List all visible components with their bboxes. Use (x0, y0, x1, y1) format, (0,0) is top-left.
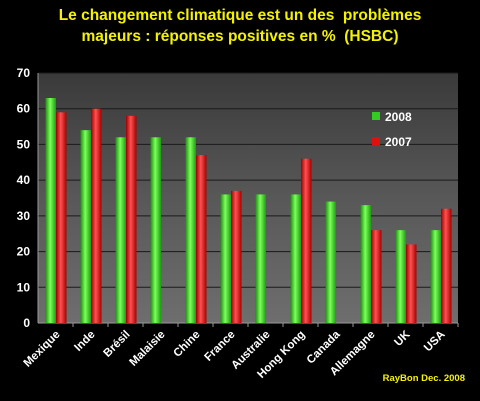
bar-2008 (325, 201, 336, 323)
x-tick-label: UK (392, 328, 413, 349)
y-tick-label: 50 (17, 137, 31, 151)
x-tick-label: USA (422, 329, 448, 355)
plot-area (38, 73, 458, 323)
y-tick-label: 30 (17, 209, 31, 223)
x-tick-label: Malaisie (127, 329, 167, 369)
bar-2007 (91, 108, 102, 323)
y-tick-label: 60 (17, 102, 31, 116)
legend-label-2008: 2008 (385, 110, 412, 124)
bar-2008 (115, 137, 126, 323)
x-tick-label: Inde (72, 329, 97, 354)
x-tick-label: France (202, 329, 237, 364)
y-tick-label: 10 (17, 280, 31, 294)
bar-2007 (56, 112, 67, 324)
chart-subtitle: majeurs : réponses positives en % (HSBC) (81, 28, 399, 45)
legend-swatch-2008 (372, 112, 380, 120)
x-tick-label: Mexique (22, 329, 63, 370)
bar-2007 (406, 244, 417, 323)
y-tick-label: 70 (17, 66, 31, 80)
y-tick-label: 20 (17, 245, 31, 259)
bar-2008 (185, 137, 196, 323)
bar-2007 (371, 230, 382, 323)
bar-2008 (360, 205, 371, 323)
y-tick-label: 0 (23, 316, 30, 330)
bar-2008 (430, 230, 441, 323)
bar-2007 (301, 158, 312, 323)
bar-2008 (220, 194, 231, 323)
bar-2007 (126, 115, 137, 323)
bar-2008 (150, 137, 161, 323)
bar-2008 (290, 194, 301, 323)
bar-2008 (80, 130, 91, 323)
chart-annotation: RayBon Dec. 2008 (383, 373, 465, 384)
bar-2007 (231, 190, 242, 323)
legend-swatch-2007 (372, 137, 380, 145)
bar-2007 (196, 155, 207, 323)
bar-2008 (255, 194, 266, 323)
chart-title: Le changement climatique est un des prob… (58, 7, 422, 24)
x-tick-label: Brésil (102, 329, 133, 360)
y-tick-label: 40 (17, 173, 31, 187)
bar-2007 (441, 208, 452, 323)
x-tick-label: Chine (172, 329, 203, 360)
bar-2008 (395, 230, 406, 323)
bar-2008 (45, 98, 56, 323)
legend-label-2007: 2007 (385, 135, 412, 149)
